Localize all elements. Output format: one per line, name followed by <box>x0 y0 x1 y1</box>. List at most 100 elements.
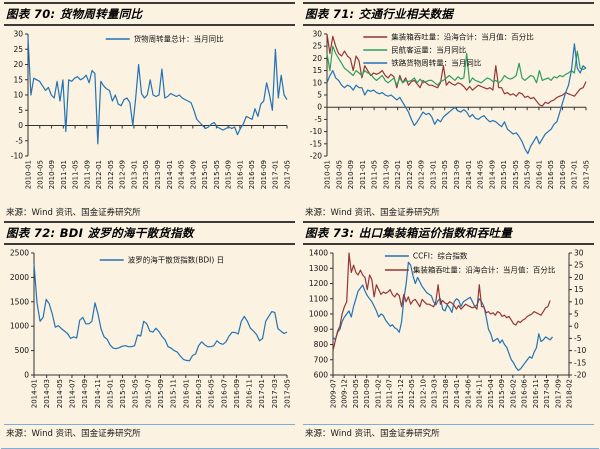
svg-text:2016-01: 2016-01 <box>236 160 244 189</box>
svg-text:2015-09: 2015-09 <box>498 379 506 408</box>
svg-text:2015-09: 2015-09 <box>524 160 532 189</box>
svg-text:2016-01: 2016-01 <box>535 160 543 189</box>
svg-text:900: 900 <box>314 325 329 334</box>
svg-text:2012-09: 2012-09 <box>418 160 426 189</box>
svg-text:2012-10: 2012-10 <box>419 379 427 408</box>
svg-text:10: 10 <box>312 79 322 88</box>
svg-text:-5: -5 <box>16 137 24 146</box>
svg-text:2009-12: 2009-12 <box>341 379 349 408</box>
svg-text:2012-01: 2012-01 <box>95 160 103 189</box>
svg-text:10: 10 <box>13 91 23 100</box>
figure-72-source-note: 来源：Wind 资讯、国金证券研究所 <box>6 429 141 440</box>
svg-text:2016-06: 2016-06 <box>521 379 529 409</box>
svg-text:15: 15 <box>574 285 584 294</box>
svg-text:1200: 1200 <box>309 279 328 288</box>
svg-text:2016-01: 2016-01 <box>182 379 190 408</box>
svg-text:2017-03: 2017-03 <box>271 379 279 408</box>
svg-text:2012-05: 2012-05 <box>408 379 416 408</box>
svg-text:2015-05: 2015-05 <box>132 379 140 408</box>
svg-text:2014-07: 2014-07 <box>69 379 77 408</box>
svg-text:2016-03: 2016-03 <box>195 379 203 408</box>
svg-text:2011-01: 2011-01 <box>60 160 68 189</box>
svg-text:2015-05: 2015-05 <box>512 160 520 189</box>
svg-text:2010-09: 2010-09 <box>48 160 56 189</box>
svg-text:15: 15 <box>312 66 322 75</box>
svg-text:2017-01: 2017-01 <box>571 160 579 189</box>
svg-text:2014-11: 2014-11 <box>94 379 102 408</box>
svg-text:2017-01: 2017-01 <box>272 160 280 189</box>
svg-text:2013-08: 2013-08 <box>442 379 450 408</box>
svg-text:2014-09: 2014-09 <box>81 379 89 408</box>
svg-text:CCFI：综合指数: CCFI：综合指数 <box>413 251 468 261</box>
svg-text:2016-05: 2016-05 <box>547 160 555 189</box>
svg-text:2017-05: 2017-05 <box>583 160 591 189</box>
svg-text:2017-05: 2017-05 <box>284 379 292 408</box>
svg-text:2010-05: 2010-05 <box>352 379 360 408</box>
svg-text:波罗的海干散货指数(BDI) 日: 波罗的海干散货指数(BDI) 日 <box>128 255 224 265</box>
svg-text:30: 30 <box>13 30 23 39</box>
svg-text:2013-09: 2013-09 <box>453 160 461 189</box>
figure-panel-71: 图表 71: 交通行业相关数据 -20 -15 -10 -5 0 5 10 15 20 25 30 2… <box>300 2 599 221</box>
figure-73-line-chart: 600 700 800 900 1000 1100 1200 1300 1400 -20 -15 -1… <box>303 247 594 423</box>
svg-text:-20: -20 <box>574 371 586 380</box>
svg-text:铁路货物周转量：当月同比: 铁路货物周转量：当月同比 <box>391 58 481 68</box>
svg-text:2016-09: 2016-09 <box>260 160 268 189</box>
svg-text:0: 0 <box>18 121 23 130</box>
svg-text:2013-05: 2013-05 <box>441 160 449 189</box>
svg-text:2015-11: 2015-11 <box>170 379 178 408</box>
figure-71-source-note: 来源：Wind 资讯、国金证券研究所 <box>305 208 440 219</box>
svg-text:1400: 1400 <box>309 249 328 258</box>
figure-70-line-chart: -10 -5 0 5 10 15 20 25 30 2010-01 2010-05 2010-09 20… <box>4 28 295 204</box>
svg-text:2013-05: 2013-05 <box>142 160 150 189</box>
svg-text:2016-09: 2016-09 <box>233 379 241 408</box>
svg-text:2014-09: 2014-09 <box>488 160 496 189</box>
svg-text:2016-05: 2016-05 <box>208 379 216 408</box>
svg-text:2012-09: 2012-09 <box>119 160 127 189</box>
svg-text:2014-01: 2014-01 <box>453 379 461 408</box>
svg-text:1000: 1000 <box>309 310 328 319</box>
svg-text:700: 700 <box>314 356 329 365</box>
svg-text:2009-07: 2009-07 <box>330 379 338 408</box>
svg-text:2000: 2000 <box>10 273 29 282</box>
svg-text:2015-01: 2015-01 <box>201 160 209 189</box>
svg-text:20: 20 <box>13 60 23 69</box>
svg-text:2011-09: 2011-09 <box>83 160 91 189</box>
svg-text:2011-07: 2011-07 <box>386 379 394 408</box>
svg-text:2014-09: 2014-09 <box>189 160 197 189</box>
svg-text:2015-09: 2015-09 <box>225 160 233 189</box>
svg-text:1000: 1000 <box>10 322 29 331</box>
svg-text:5: 5 <box>574 310 579 319</box>
figure-panel-70: 图表 70: 货物周转量同比 -10 -5 0 5 10 15 20 25 30 2010-01 2… <box>1 2 300 221</box>
svg-text:25: 25 <box>13 45 23 54</box>
svg-text:-15: -15 <box>574 359 586 368</box>
svg-text:2015-03: 2015-03 <box>119 379 127 408</box>
svg-text:1500: 1500 <box>10 298 29 307</box>
svg-text:-15: -15 <box>310 140 322 149</box>
svg-text:2014-01: 2014-01 <box>166 160 174 189</box>
svg-text:2011-05: 2011-05 <box>371 160 379 189</box>
svg-text:-10: -10 <box>310 127 322 136</box>
svg-text:2017-09: 2017-09 <box>554 379 562 408</box>
figure-71-line-chart: -20 -15 -10 -5 0 5 10 15 20 25 30 2010-01 2010-05 201… <box>303 28 594 204</box>
svg-text:2014-05: 2014-05 <box>477 160 485 189</box>
svg-text:2014-11: 2014-11 <box>476 379 484 408</box>
svg-text:2017-01: 2017-01 <box>258 379 266 408</box>
svg-text:2012-05: 2012-05 <box>406 160 414 189</box>
svg-text:2010-09: 2010-09 <box>363 379 371 408</box>
svg-text:2013-03: 2013-03 <box>431 379 439 408</box>
svg-text:2013-09: 2013-09 <box>154 160 162 189</box>
figure-73-divider <box>303 424 594 426</box>
svg-text:2013-01: 2013-01 <box>430 160 438 189</box>
svg-text:5: 5 <box>18 106 23 115</box>
figure-70-source-note: 来源：Wind 资讯、国金证券研究所 <box>6 208 141 219</box>
svg-text:-10: -10 <box>11 152 23 161</box>
svg-text:600: 600 <box>314 371 329 380</box>
figure-72-divider <box>4 424 295 426</box>
svg-text:0: 0 <box>574 322 579 331</box>
svg-text:2500: 2500 <box>10 249 29 258</box>
svg-text:1100: 1100 <box>309 295 328 304</box>
svg-text:2010-05: 2010-05 <box>36 160 44 189</box>
svg-text:2015-05: 2015-05 <box>213 160 221 189</box>
